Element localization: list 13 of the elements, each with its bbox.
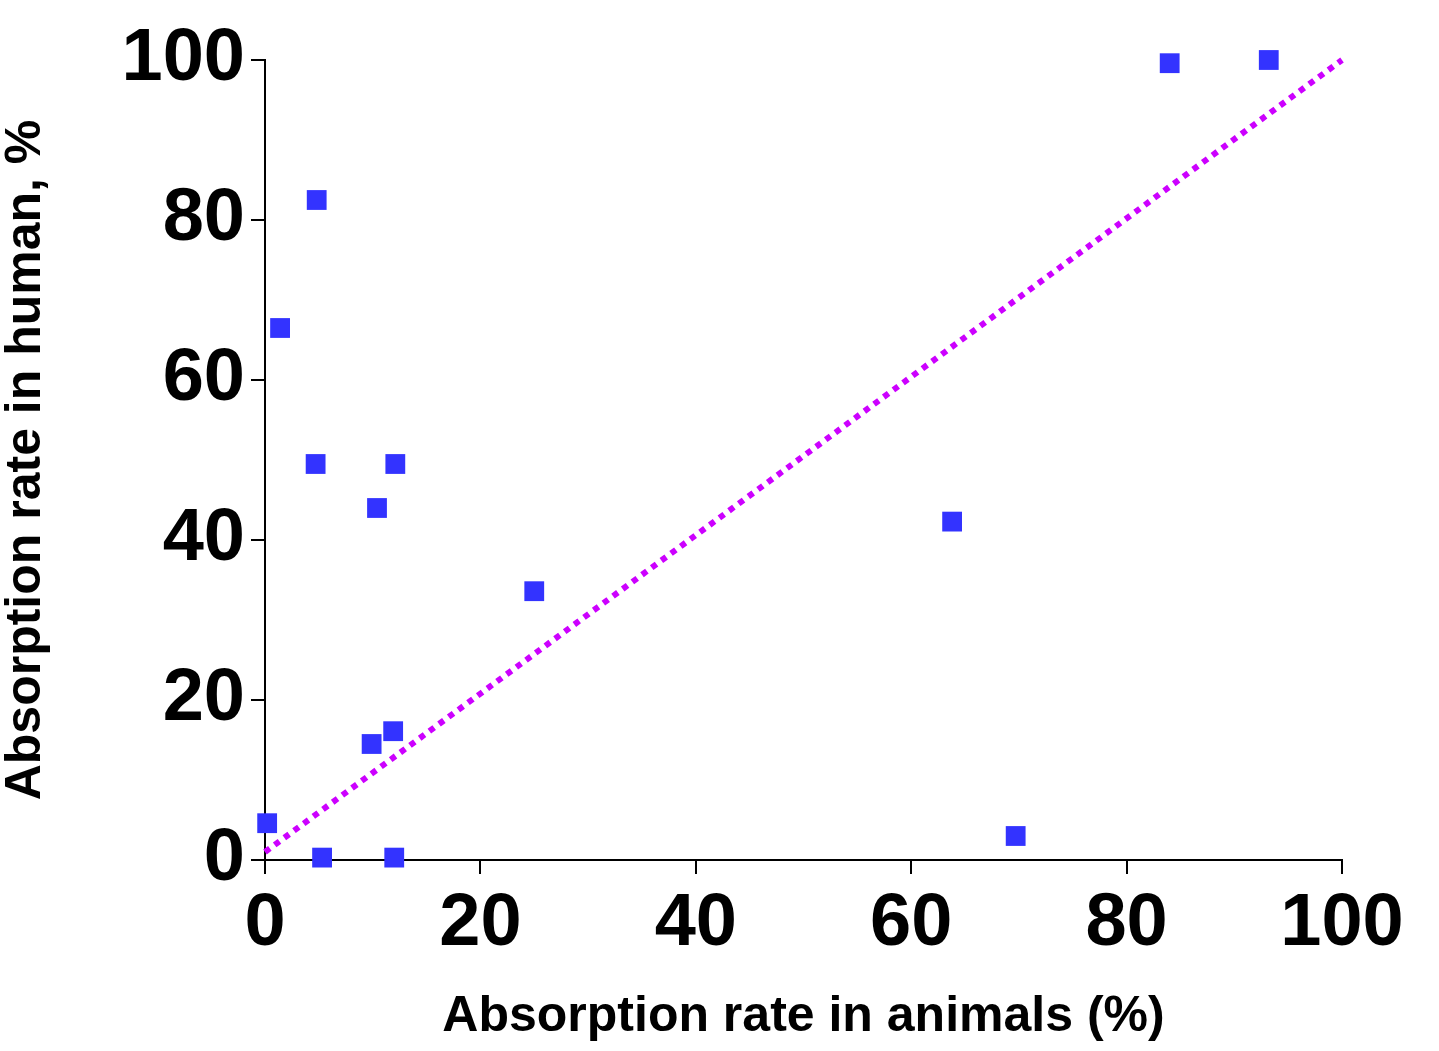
y-tick-label: 80: [162, 173, 245, 257]
x-axis-title: Absorption rate in animals (%): [442, 985, 1165, 1042]
y-tick-label: 60: [162, 333, 245, 417]
x-tick-label: 20: [439, 877, 522, 961]
x-tick-label: 100: [1280, 877, 1404, 961]
x-tick-label: 80: [1085, 877, 1168, 961]
y-tick-label: 20: [162, 653, 245, 737]
y-tick-label: 100: [121, 13, 245, 97]
y-tick-label: 0: [203, 813, 245, 897]
y-tick-label: 40: [162, 493, 245, 577]
y-axis-title: Absorption rate in human, %: [0, 119, 51, 801]
x-tick-label: 60: [870, 877, 953, 961]
x-tick-label: 40: [654, 877, 737, 961]
